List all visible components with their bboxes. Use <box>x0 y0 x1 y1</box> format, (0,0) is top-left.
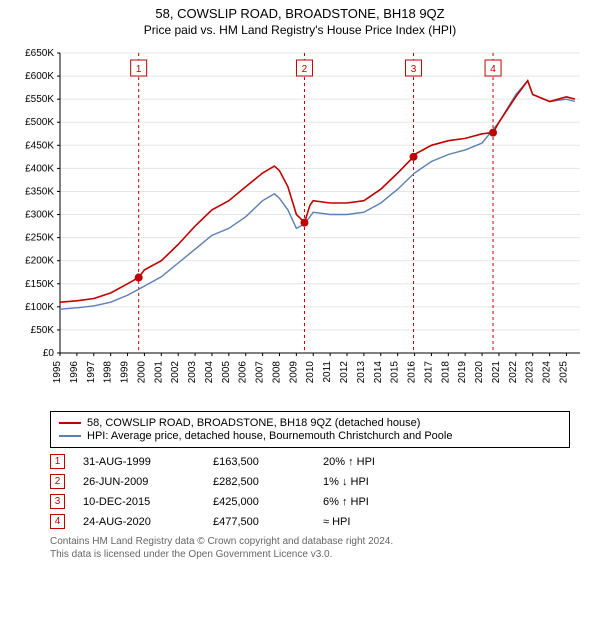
transaction-delta: ≈ HPI <box>323 516 443 528</box>
svg-text:£50K: £50K <box>31 325 55 336</box>
svg-text:2019: 2019 <box>457 361 468 384</box>
svg-text:£500K: £500K <box>25 117 54 128</box>
svg-text:2009: 2009 <box>288 361 299 384</box>
svg-text:2017: 2017 <box>423 361 434 384</box>
transaction-delta: 1% ↓ HPI <box>323 476 443 488</box>
svg-text:2008: 2008 <box>271 361 282 384</box>
svg-text:2006: 2006 <box>238 361 249 384</box>
svg-text:2010: 2010 <box>305 361 316 384</box>
svg-text:£550K: £550K <box>25 94 54 105</box>
transaction-price: £282,500 <box>213 476 323 488</box>
svg-text:£400K: £400K <box>25 163 54 174</box>
legend-label: HPI: Average price, detached house, Bour… <box>87 430 452 442</box>
svg-text:£150K: £150K <box>25 279 54 290</box>
svg-text:£0: £0 <box>43 348 55 359</box>
svg-text:1999: 1999 <box>120 361 131 384</box>
svg-text:£650K: £650K <box>25 48 54 59</box>
title-main: 58, COWSLIP ROAD, BROADSTONE, BH18 9QZ <box>0 6 600 21</box>
transaction-badge: 2 <box>50 474 65 489</box>
svg-text:2024: 2024 <box>542 361 553 384</box>
legend-swatch <box>59 422 81 424</box>
transaction-date: 24-AUG-2020 <box>83 516 213 528</box>
svg-text:1997: 1997 <box>86 361 97 384</box>
transaction-price: £425,000 <box>213 496 323 508</box>
svg-text:£250K: £250K <box>25 233 54 244</box>
svg-text:1996: 1996 <box>69 361 80 384</box>
transaction-row: 1 31-AUG-1999£163,50020% ↑ HPI <box>50 454 570 469</box>
transaction-badge: 1 <box>50 454 65 469</box>
svg-text:£600K: £600K <box>25 71 54 82</box>
transaction-badge: 4 <box>50 514 65 529</box>
svg-text:2015: 2015 <box>390 361 401 384</box>
transaction-row: 4 24-AUG-2020£477,500≈ HPI <box>50 514 570 529</box>
svg-text:2021: 2021 <box>491 361 502 384</box>
svg-text:£200K: £200K <box>25 256 54 267</box>
chart-svg: £0 £50K £100K £150K £200K £250K £300K £350K £400… <box>10 43 590 403</box>
footer: Contains HM Land Registry data © Crown c… <box>50 535 570 561</box>
chart-container: 58, COWSLIP ROAD, BROADSTONE, BH18 9QZ P… <box>0 0 600 620</box>
svg-text:2020: 2020 <box>474 361 485 384</box>
chart: £0 £50K £100K £150K £200K £250K £300K £350K £400… <box>10 43 590 403</box>
legend-item: 58, COWSLIP ROAD, BROADSTONE, BH18 9QZ (… <box>59 417 561 429</box>
svg-text:2011: 2011 <box>322 361 333 383</box>
svg-text:2002: 2002 <box>170 361 181 384</box>
svg-text:£450K: £450K <box>25 140 54 151</box>
footer-line1: Contains HM Land Registry data © Crown c… <box>50 535 570 548</box>
legend-swatch <box>59 435 81 437</box>
svg-text:2013: 2013 <box>356 361 367 384</box>
svg-text:2003: 2003 <box>187 361 198 384</box>
transaction-row: 3 10-DEC-2015£425,0006% ↑ HPI <box>50 494 570 509</box>
svg-text:2005: 2005 <box>221 361 232 384</box>
svg-text:2025: 2025 <box>558 361 569 384</box>
legend-label: 58, COWSLIP ROAD, BROADSTONE, BH18 9QZ (… <box>87 417 420 429</box>
svg-text:2: 2 <box>302 64 308 75</box>
titles: 58, COWSLIP ROAD, BROADSTONE, BH18 9QZ P… <box>0 0 600 37</box>
svg-text:2014: 2014 <box>373 361 384 384</box>
transaction-date: 26-JUN-2009 <box>83 476 213 488</box>
footer-line2: This data is licensed under the Open Gov… <box>50 548 570 561</box>
svg-text:1998: 1998 <box>103 361 114 384</box>
svg-text:2004: 2004 <box>204 361 215 384</box>
svg-text:2022: 2022 <box>508 361 519 384</box>
transaction-row: 2 26-JUN-2009£282,5001% ↓ HPI <box>50 474 570 489</box>
svg-text:2000: 2000 <box>136 361 147 384</box>
svg-text:£300K: £300K <box>25 210 54 221</box>
transaction-date: 10-DEC-2015 <box>83 496 213 508</box>
transaction-delta: 6% ↑ HPI <box>323 496 443 508</box>
legend-item: HPI: Average price, detached house, Bour… <box>59 430 561 442</box>
transaction-delta: 20% ↑ HPI <box>323 456 443 468</box>
svg-text:£350K: £350K <box>25 186 54 197</box>
svg-text:3: 3 <box>411 64 417 75</box>
transaction-date: 31-AUG-1999 <box>83 456 213 468</box>
svg-text:2016: 2016 <box>407 361 418 384</box>
title-sub: Price paid vs. HM Land Registry's House … <box>0 23 600 37</box>
svg-text:2007: 2007 <box>255 361 266 384</box>
svg-text:2018: 2018 <box>440 361 451 384</box>
transaction-badge: 3 <box>50 494 65 509</box>
svg-text:£100K: £100K <box>25 302 54 313</box>
svg-text:2012: 2012 <box>339 361 350 384</box>
transaction-price: £477,500 <box>213 516 323 528</box>
transactions-table: 1 31-AUG-1999£163,50020% ↑ HPI 2 26-JUN-200… <box>50 454 570 529</box>
svg-text:1: 1 <box>136 64 142 75</box>
transaction-price: £163,500 <box>213 456 323 468</box>
svg-text:4: 4 <box>490 64 496 75</box>
svg-text:2023: 2023 <box>525 361 536 384</box>
svg-text:2001: 2001 <box>153 361 164 384</box>
legend: 58, COWSLIP ROAD, BROADSTONE, BH18 9QZ (… <box>50 411 570 448</box>
svg-text:1995: 1995 <box>52 361 63 384</box>
